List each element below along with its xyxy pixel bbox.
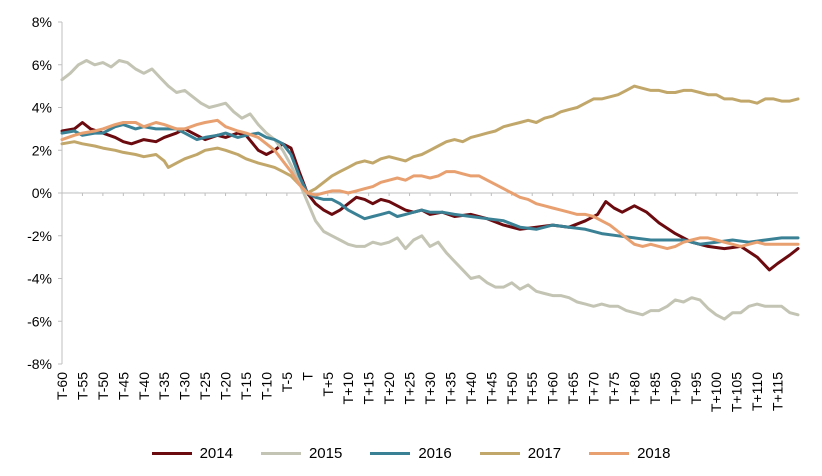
y-tick-label: 0% <box>32 185 52 201</box>
series-line-2014 <box>60 121 800 272</box>
x-tick-label: T+65 <box>565 372 581 405</box>
legend-item-2014: 2014 <box>151 444 233 462</box>
y-tick-label: 4% <box>32 100 52 116</box>
legend-swatch <box>589 451 630 455</box>
x-tick-label: T+80 <box>626 372 642 405</box>
series-line-2018 <box>60 118 800 251</box>
x-tick-label: T-60 <box>54 372 70 400</box>
legend-swatch <box>370 451 411 455</box>
y-tick-label: 8% <box>32 14 52 30</box>
x-tick-label: T+15 <box>361 372 377 405</box>
legend-swatch <box>151 451 192 455</box>
legend-label: 2014 <box>199 444 233 462</box>
x-tick-label: T-30 <box>177 372 193 400</box>
x-tick-label: T+100 <box>708 372 724 412</box>
x-tick-label: T+85 <box>647 372 663 405</box>
x-tick-label: T-40 <box>136 372 152 400</box>
y-tick-label: 2% <box>32 142 52 158</box>
x-tick-label: T+40 <box>463 372 479 405</box>
x-tick-label: T+70 <box>586 372 602 405</box>
x-tick-label: T+105 <box>729 372 745 412</box>
y-tick-label: -6% <box>27 313 52 329</box>
x-tick-label: T+110 <box>749 372 765 411</box>
y-tick-label: -2% <box>27 228 52 244</box>
legend-item-2015: 2015 <box>260 444 343 462</box>
x-tick-label: T-25 <box>197 372 213 400</box>
legend-item-2016: 2016 <box>370 444 452 462</box>
x-tick-label: T-5 <box>279 372 295 392</box>
legend-label: 2015 <box>308 444 343 462</box>
x-tick-label: T-10 <box>258 372 274 400</box>
series-line-2016 <box>60 123 800 246</box>
y-tick-label: 6% <box>32 57 52 73</box>
x-tick-label: T+20 <box>381 372 397 405</box>
x-tick-label: T+50 <box>504 372 520 405</box>
y-tick-label: -4% <box>27 271 52 287</box>
x-tick-label: T-35 <box>156 372 172 400</box>
x-tick-label: T+90 <box>667 372 683 405</box>
x-tick-label: T+10 <box>340 372 356 405</box>
legend: 2014 2015 2016 2017 2018 <box>0 438 822 468</box>
series-line-2015 <box>60 59 800 321</box>
x-tick-label: T <box>299 372 315 381</box>
legend-label: 2017 <box>527 444 562 462</box>
series-line-2017 <box>60 84 800 195</box>
x-tick-label: T+25 <box>402 372 418 405</box>
x-tick-label: T+30 <box>422 372 438 405</box>
legend-label: 2016 <box>418 444 452 462</box>
legend-swatch <box>479 451 520 455</box>
x-tick-label: T-15 <box>238 372 254 400</box>
x-tick-label: T+45 <box>483 372 499 405</box>
legend-item-2018: 2018 <box>589 445 670 462</box>
x-tick-label: T-55 <box>74 372 90 400</box>
x-tick-label: T-50 <box>95 372 111 400</box>
x-tick-label: T+95 <box>688 372 704 405</box>
x-tick-label: T+35 <box>442 372 458 405</box>
x-tick-label: T-45 <box>115 372 131 400</box>
x-tick-label: T+75 <box>606 372 622 405</box>
x-tick-label: T+5 <box>320 372 336 397</box>
legend-swatch <box>260 451 301 455</box>
x-tick-label: T+115 <box>770 372 786 411</box>
x-tick-label: T+60 <box>545 372 561 405</box>
legend-item-2017: 2017 <box>479 444 562 462</box>
x-tick-label: T-20 <box>218 372 234 400</box>
legend-label: 2018 <box>637 444 671 462</box>
x-tick-label: T+55 <box>524 372 540 405</box>
y-tick-label: -8% <box>27 356 52 372</box>
